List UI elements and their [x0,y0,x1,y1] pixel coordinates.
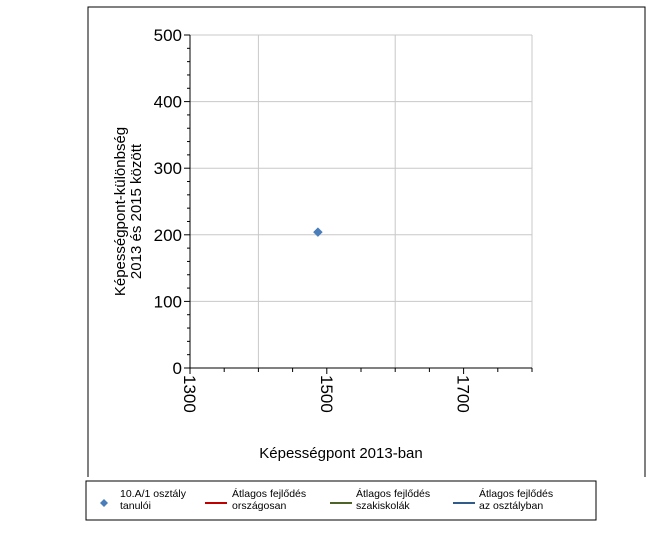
legend-label-3-line-1: Átlagos fejlődés [479,487,553,500]
y-tick-label-300: 300 [154,159,182,178]
legend-label-2-line-2: szakiskolák [356,500,410,512]
legend-label-3-line-2: az osztályban [479,500,543,512]
x-tick-label-1300: 1300 [180,375,199,413]
x-axis-title: Képességpont 2013-ban [259,445,422,462]
legend-label-0-line-2: tanulói [120,500,151,512]
legend-label-0-line-1: 10.A/1 osztály [120,488,187,500]
legend-label-2-line-1: Átlagos fejlődés [356,487,430,500]
y-tick-label-100: 100 [154,292,182,311]
y-axis-title-line-2: 2013 és 2015 között [128,143,145,279]
y-axis-title: Képességpont-különbség2013 és 2015 közöt… [112,127,145,296]
x-tick-label-1700: 1700 [454,375,473,413]
legend-label-1-line-1: Átlagos fejlődés [232,487,306,500]
y-tick-label-200: 200 [154,226,182,245]
legend-label-3: Átlagos fejlődés az osztályban [479,487,553,512]
legend-label-1-line-2: országosan [232,500,286,512]
y-tick-label-400: 400 [154,93,182,112]
y-axis-title-line-1: Képességpont-különbség [112,127,129,296]
y-tick-label-500: 500 [154,26,182,45]
x-tick-label-1500: 1500 [317,375,336,413]
